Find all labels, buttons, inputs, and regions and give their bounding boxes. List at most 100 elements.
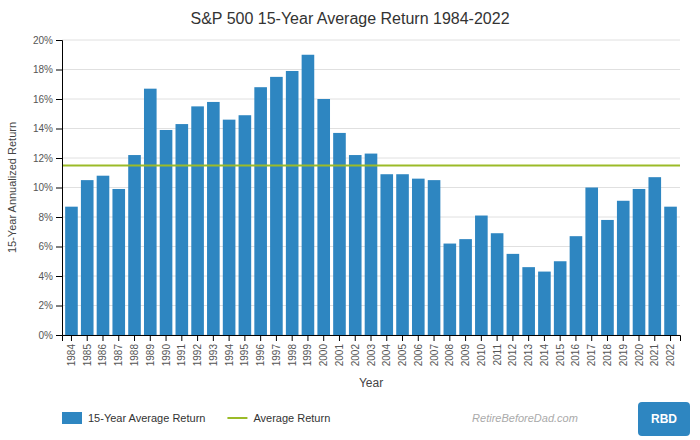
bar: [207, 102, 220, 335]
x-tick-label: 1992: [192, 344, 203, 367]
x-tick-mark: [150, 335, 151, 341]
x-tick-label: 2015: [555, 344, 566, 367]
x-tick-label: 2005: [397, 344, 408, 367]
x-tick: 2014: [539, 335, 550, 366]
x-tick: 1993: [208, 335, 219, 366]
x-tick-label: 2002: [350, 344, 361, 367]
y-tick: 4%: [39, 271, 62, 282]
bar: [191, 106, 204, 335]
bar: [97, 176, 110, 335]
y-tick: 18%: [33, 64, 62, 75]
x-tick-mark: [560, 335, 561, 341]
bar: [144, 89, 157, 335]
x-tick-label: 2006: [413, 344, 424, 367]
x-tick: 1986: [97, 335, 108, 366]
bar: [648, 177, 661, 335]
y-tick-mark: [56, 276, 62, 277]
x-tick-label: 1995: [239, 344, 250, 367]
x-tick: 1985: [82, 335, 93, 366]
x-tick: 2004: [381, 335, 392, 366]
x-tick: 1997: [271, 335, 282, 366]
bar: [223, 120, 236, 335]
marks: [62, 55, 680, 335]
x-tick-label: 2013: [523, 344, 534, 367]
x-tick: 2011: [492, 335, 503, 366]
x-tick-label: 2019: [618, 344, 629, 367]
x-tick: 1998: [287, 335, 298, 366]
y-tick: 10%: [33, 182, 62, 193]
bar: [333, 133, 346, 335]
x-tick-mark: [575, 335, 576, 341]
plot: 0%2%4%6%8%10%12%14%16%18%20%198419851986…: [33, 35, 681, 367]
x-tick-label: 1997: [271, 344, 282, 367]
x-tick: 2002: [350, 335, 361, 366]
y-tick: 6%: [39, 241, 62, 252]
x-tick: 2008: [444, 335, 455, 366]
x-tick: 2018: [602, 335, 613, 366]
x-tick-label: 2012: [507, 344, 518, 367]
bar: [428, 180, 441, 335]
bar: [412, 179, 425, 335]
x-tick-mark: [166, 335, 167, 341]
x-tick: 2005: [397, 335, 408, 366]
legend-label: Average Return: [253, 412, 330, 424]
average-line: [62, 164, 680, 166]
x-tick-mark: [386, 335, 387, 341]
y-tick-label: 8%: [39, 212, 54, 223]
x-tick-mark: [434, 335, 435, 341]
bar: [286, 71, 299, 335]
bar: [239, 115, 252, 335]
y-tick-mark: [56, 129, 62, 130]
grid-line: [62, 40, 680, 41]
legend-swatch: [227, 417, 247, 419]
y-tick-label: 4%: [39, 271, 54, 282]
x-tick-mark: [292, 335, 293, 341]
x-tick-mark: [244, 335, 245, 341]
bar: [538, 272, 551, 335]
x-tick-label: 2017: [586, 344, 597, 367]
y-tick-label: 2%: [39, 300, 54, 311]
x-tick: 2003: [366, 335, 377, 366]
x-tick: 2022: [665, 335, 676, 366]
y-tick-label: 18%: [33, 64, 53, 75]
x-tick-mark: [465, 335, 466, 341]
x-tick: 1995: [239, 335, 250, 366]
x-tick-label: 2010: [476, 344, 487, 367]
y-axis-line: [56, 41, 63, 336]
x-tick-mark: [181, 335, 182, 341]
x-tick-label: 1990: [161, 344, 172, 367]
y-tick: 12%: [33, 153, 62, 164]
bar: [554, 261, 567, 335]
x-tick: 2001: [334, 335, 345, 366]
x-tick-mark: [307, 335, 308, 341]
bar: [380, 174, 393, 335]
x-tick: 1991: [176, 335, 187, 366]
x-tick-mark: [339, 335, 340, 341]
x-tick-mark: [639, 335, 640, 341]
legend-swatch: [62, 412, 82, 424]
x-axis: 1984198519861987198819891990199119921993…: [63, 335, 681, 366]
x-tick-mark: [197, 335, 198, 341]
bar: [365, 154, 378, 335]
x-tick-label: 2007: [429, 344, 440, 367]
x-tick-mark: [71, 335, 72, 341]
x-tick-mark: [276, 335, 277, 341]
bar: [81, 180, 94, 335]
x-tick: 1989: [145, 335, 156, 366]
x-tick: 2017: [586, 335, 597, 366]
bar: [522, 267, 535, 335]
y-tick-label: 0%: [39, 330, 54, 341]
y-tick-label: 10%: [33, 182, 53, 193]
x-tick-label: 1985: [82, 344, 93, 367]
x-tick: 2013: [523, 335, 534, 366]
x-tick: 2020: [634, 335, 645, 366]
x-tick-mark: [497, 335, 498, 341]
bar: [444, 244, 457, 335]
x-tick-label: 2011: [492, 344, 503, 366]
x-tick-mark: [591, 335, 592, 341]
y-tick: 0%: [39, 330, 62, 341]
y-tick: 8%: [39, 212, 62, 223]
x-tick-mark: [607, 335, 608, 341]
watermark: RetireBeforeDad.com: [472, 412, 578, 424]
x-tick: 2015: [555, 335, 566, 366]
